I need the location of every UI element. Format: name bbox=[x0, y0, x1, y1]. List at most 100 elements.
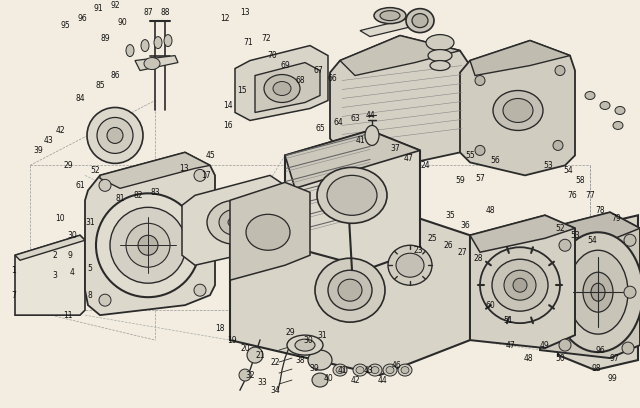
Text: 16: 16 bbox=[223, 121, 233, 130]
Text: 27: 27 bbox=[457, 248, 467, 257]
Ellipse shape bbox=[138, 235, 158, 255]
Text: 59: 59 bbox=[455, 176, 465, 185]
Text: 88: 88 bbox=[160, 8, 170, 17]
Text: 25: 25 bbox=[427, 234, 437, 243]
Text: 53: 53 bbox=[570, 231, 580, 240]
Text: 23: 23 bbox=[413, 246, 423, 255]
Ellipse shape bbox=[426, 35, 454, 51]
Ellipse shape bbox=[96, 193, 200, 297]
Ellipse shape bbox=[144, 58, 160, 69]
Text: 9: 9 bbox=[68, 251, 72, 260]
Ellipse shape bbox=[559, 339, 571, 351]
Ellipse shape bbox=[493, 91, 543, 131]
Text: 31: 31 bbox=[317, 330, 327, 339]
Polygon shape bbox=[460, 40, 575, 175]
Polygon shape bbox=[285, 131, 420, 268]
Text: 30: 30 bbox=[67, 231, 77, 240]
Text: 47: 47 bbox=[403, 154, 413, 163]
Ellipse shape bbox=[141, 40, 149, 51]
Polygon shape bbox=[340, 35, 460, 75]
Ellipse shape bbox=[374, 8, 406, 24]
Text: 84: 84 bbox=[75, 94, 85, 103]
Text: 91: 91 bbox=[93, 4, 103, 13]
Polygon shape bbox=[230, 205, 420, 258]
Text: 8: 8 bbox=[88, 290, 92, 300]
Text: 32: 32 bbox=[245, 370, 255, 379]
Ellipse shape bbox=[568, 250, 628, 334]
Ellipse shape bbox=[194, 284, 206, 296]
Text: 45: 45 bbox=[205, 151, 215, 160]
Ellipse shape bbox=[583, 272, 613, 312]
Ellipse shape bbox=[99, 294, 111, 306]
Text: 29: 29 bbox=[285, 328, 295, 337]
Ellipse shape bbox=[475, 75, 485, 86]
Text: 53: 53 bbox=[543, 161, 553, 170]
Text: 78: 78 bbox=[595, 206, 605, 215]
Ellipse shape bbox=[110, 207, 186, 283]
Ellipse shape bbox=[356, 366, 364, 374]
Text: 13: 13 bbox=[179, 164, 189, 173]
Ellipse shape bbox=[371, 366, 379, 374]
Text: 89: 89 bbox=[100, 34, 110, 43]
Text: 34: 34 bbox=[270, 386, 280, 395]
Text: 5: 5 bbox=[88, 264, 92, 273]
Ellipse shape bbox=[87, 107, 143, 163]
Text: 60: 60 bbox=[485, 301, 495, 310]
Text: 57: 57 bbox=[475, 174, 485, 183]
Ellipse shape bbox=[247, 347, 263, 363]
Ellipse shape bbox=[386, 366, 394, 374]
Text: 58: 58 bbox=[575, 176, 585, 185]
Text: 67: 67 bbox=[313, 66, 323, 75]
Text: 12: 12 bbox=[220, 14, 230, 23]
Text: 41: 41 bbox=[337, 366, 347, 375]
Text: 87: 87 bbox=[143, 8, 153, 17]
Text: 30: 30 bbox=[303, 336, 313, 345]
Text: 24: 24 bbox=[420, 161, 430, 170]
Text: 69: 69 bbox=[280, 61, 290, 70]
Polygon shape bbox=[15, 235, 85, 315]
Ellipse shape bbox=[380, 11, 400, 21]
Ellipse shape bbox=[368, 364, 382, 376]
Text: 44: 44 bbox=[365, 111, 375, 120]
Text: 40: 40 bbox=[323, 374, 333, 383]
Ellipse shape bbox=[327, 175, 377, 215]
Text: 54: 54 bbox=[587, 236, 597, 245]
Text: 14: 14 bbox=[223, 101, 233, 110]
Text: 10: 10 bbox=[55, 214, 65, 223]
Ellipse shape bbox=[312, 373, 328, 387]
Text: 20: 20 bbox=[240, 344, 250, 353]
Text: 15: 15 bbox=[237, 86, 247, 95]
Text: 41: 41 bbox=[355, 136, 365, 145]
Ellipse shape bbox=[591, 283, 605, 301]
Ellipse shape bbox=[99, 180, 111, 191]
Ellipse shape bbox=[264, 75, 300, 102]
Text: 31: 31 bbox=[85, 218, 95, 227]
Text: 66: 66 bbox=[327, 74, 337, 83]
Ellipse shape bbox=[600, 102, 610, 109]
Ellipse shape bbox=[219, 209, 251, 235]
Text: 22: 22 bbox=[270, 357, 280, 366]
Polygon shape bbox=[360, 19, 420, 37]
Polygon shape bbox=[330, 35, 470, 165]
Polygon shape bbox=[470, 40, 570, 75]
Text: 48: 48 bbox=[523, 354, 533, 363]
Ellipse shape bbox=[503, 98, 533, 122]
Text: 11: 11 bbox=[63, 310, 73, 319]
Ellipse shape bbox=[207, 200, 263, 244]
Text: 65: 65 bbox=[315, 124, 325, 133]
Text: 46: 46 bbox=[391, 361, 401, 370]
Polygon shape bbox=[558, 215, 638, 370]
Ellipse shape bbox=[624, 234, 636, 246]
Polygon shape bbox=[182, 175, 285, 265]
Text: 83: 83 bbox=[150, 188, 160, 197]
Polygon shape bbox=[230, 182, 310, 280]
Ellipse shape bbox=[338, 279, 362, 301]
Ellipse shape bbox=[428, 49, 452, 62]
Polygon shape bbox=[15, 235, 85, 260]
Ellipse shape bbox=[622, 342, 634, 354]
Ellipse shape bbox=[624, 286, 636, 298]
Text: 97: 97 bbox=[609, 354, 619, 363]
Text: 86: 86 bbox=[110, 71, 120, 80]
Ellipse shape bbox=[308, 350, 332, 370]
Text: 61: 61 bbox=[75, 181, 85, 190]
